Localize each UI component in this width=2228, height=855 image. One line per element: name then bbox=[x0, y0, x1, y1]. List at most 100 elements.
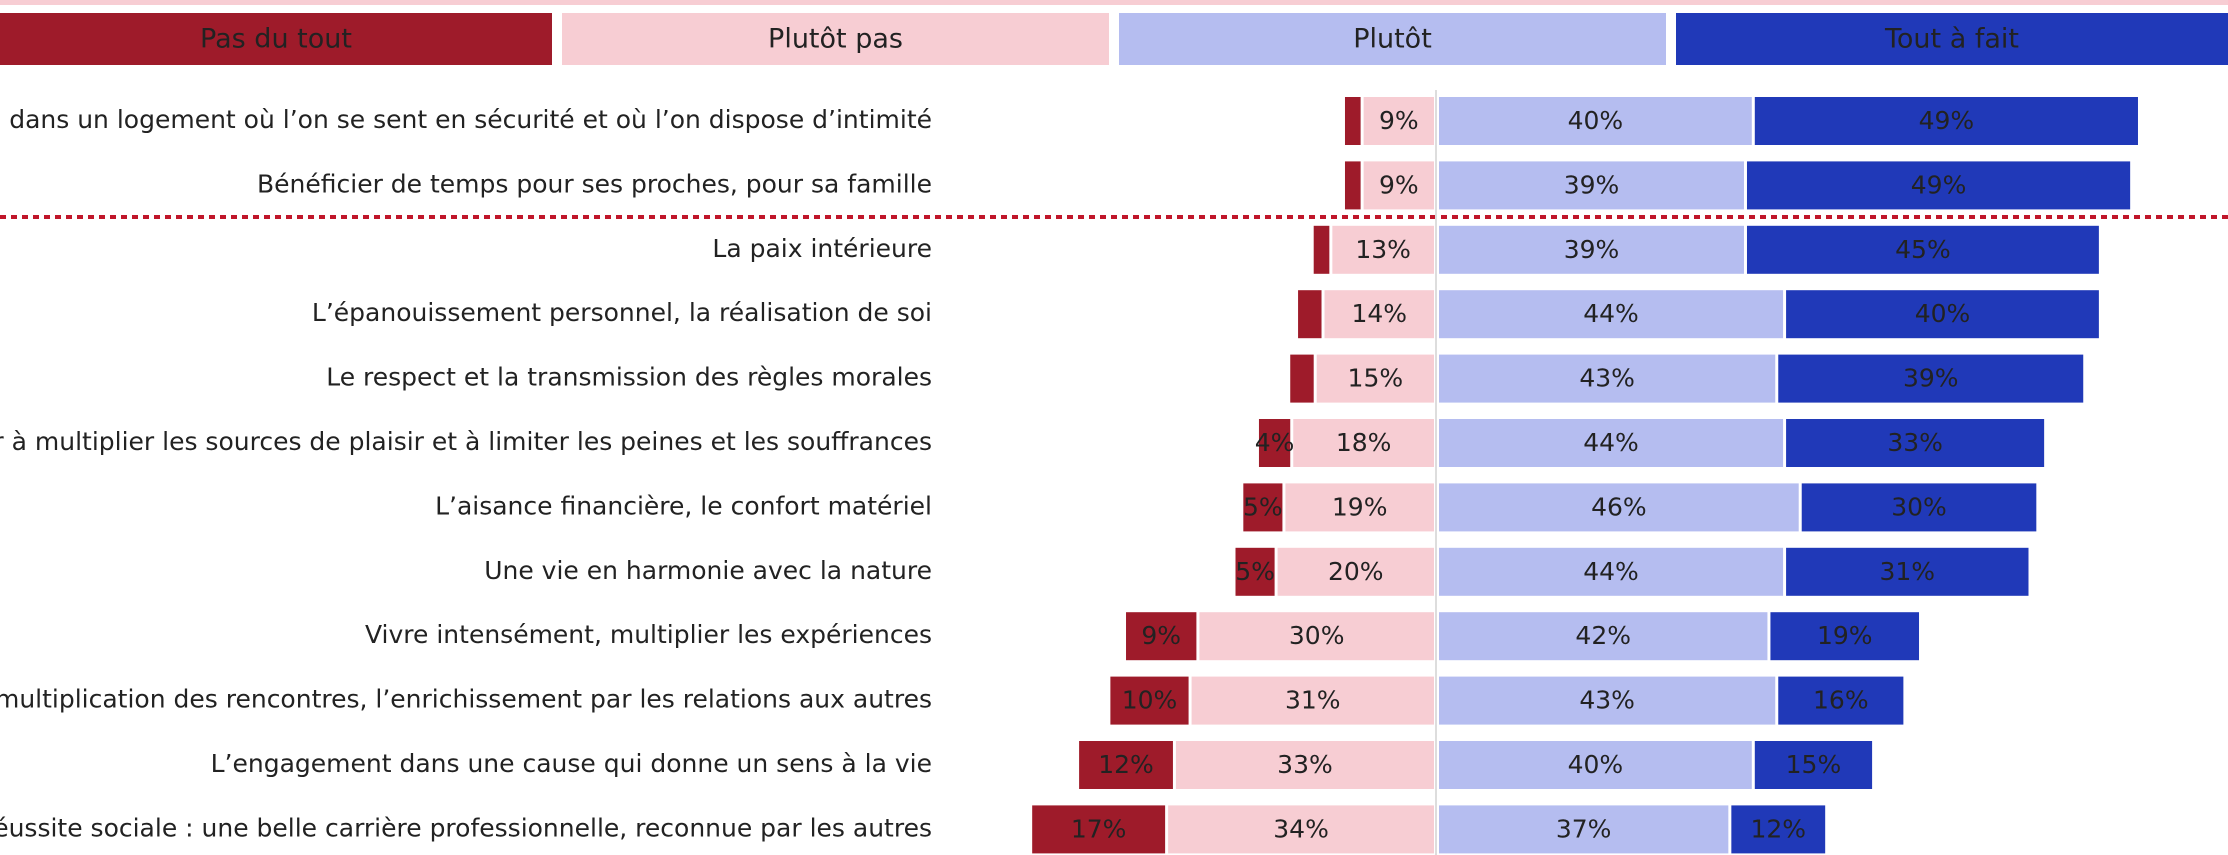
value-label: 19% bbox=[1817, 621, 1873, 650]
category-label: L’engagement dans une cause qui donne un… bbox=[211, 749, 932, 778]
bar-segment bbox=[1079, 741, 1173, 789]
bar-segment bbox=[1324, 290, 1434, 339]
value-label: 18% bbox=[1336, 428, 1392, 457]
value-label: 5% bbox=[1243, 492, 1283, 521]
category-label: La réussite sociale : une belle carrière… bbox=[0, 813, 932, 842]
bar-segment bbox=[1313, 225, 1330, 274]
bar-segment bbox=[1168, 805, 1434, 854]
value-label: 44% bbox=[1583, 557, 1639, 586]
value-label: 20% bbox=[1328, 557, 1384, 586]
bar-segment bbox=[1285, 483, 1434, 532]
bar-segment bbox=[1439, 354, 1776, 403]
bar-segment bbox=[1754, 97, 2138, 145]
category-label: L’aisance financière, le confort matérie… bbox=[435, 491, 932, 520]
bar-segment bbox=[1778, 676, 1904, 725]
bar-segment bbox=[1439, 483, 1799, 532]
bar-segment bbox=[1032, 805, 1166, 854]
bar-segment bbox=[1439, 161, 1744, 210]
bar-segment bbox=[1363, 161, 1434, 210]
bar-segment bbox=[1344, 97, 1361, 145]
value-label: 30% bbox=[1289, 621, 1345, 650]
value-label: 40% bbox=[1915, 299, 1971, 328]
value-label: 40% bbox=[1568, 106, 1624, 135]
bar-segment bbox=[1439, 97, 1752, 145]
bar-segment bbox=[1126, 612, 1197, 661]
bar-segment bbox=[1786, 547, 2029, 596]
category-label: Une vie en harmonie avec la nature bbox=[484, 556, 932, 585]
legend-label: Plutôt pas bbox=[768, 24, 903, 55]
value-label: 9% bbox=[1379, 170, 1419, 199]
bar-segment bbox=[1439, 612, 1768, 661]
value-label: 39% bbox=[1564, 170, 1620, 199]
legend-label: Tout à fait bbox=[1884, 24, 2019, 55]
category-label: Réussir à multiplier les sources de plai… bbox=[0, 427, 932, 456]
bar-segment bbox=[1298, 290, 1322, 339]
bar-segment bbox=[1439, 225, 1744, 274]
bar-segment bbox=[1439, 805, 1729, 854]
bar-segment bbox=[1746, 161, 2131, 210]
bar-segment bbox=[1110, 676, 1189, 725]
legend-box bbox=[1119, 13, 1666, 65]
category-label: Le respect et la transmission des règles… bbox=[326, 363, 932, 392]
bar-segment bbox=[1332, 225, 1434, 274]
value-label: 12% bbox=[1750, 814, 1806, 843]
value-label: 16% bbox=[1813, 686, 1869, 715]
value-label: 10% bbox=[1122, 686, 1178, 715]
value-label: 13% bbox=[1355, 235, 1411, 264]
value-label: 4% bbox=[1255, 428, 1295, 457]
bar-segment bbox=[1801, 483, 2037, 532]
legend-box bbox=[1676, 13, 2228, 65]
bar-segment bbox=[1293, 419, 1434, 467]
bar-segment bbox=[1316, 354, 1434, 403]
legend-box bbox=[0, 13, 552, 65]
value-label: 5% bbox=[1235, 557, 1275, 586]
value-label: 49% bbox=[1919, 106, 1975, 135]
value-label: 43% bbox=[1579, 686, 1635, 715]
category-label: La paix intérieure bbox=[712, 234, 932, 263]
legend-label: Plutôt bbox=[1353, 24, 1432, 55]
value-label: 42% bbox=[1575, 621, 1631, 650]
bar-segment bbox=[1439, 419, 1784, 467]
value-label: 33% bbox=[1887, 428, 1943, 457]
top-rule bbox=[0, 0, 2228, 5]
bar-segment bbox=[1778, 354, 2084, 403]
bar-segment bbox=[1363, 97, 1434, 145]
value-label: 44% bbox=[1583, 299, 1639, 328]
bar-segment bbox=[1258, 419, 1291, 467]
value-label: 43% bbox=[1579, 364, 1635, 393]
value-label: 40% bbox=[1568, 750, 1624, 779]
value-label: 19% bbox=[1332, 492, 1388, 521]
category-label: L’épanouissement personnel, la réalisati… bbox=[312, 298, 932, 327]
value-label: 45% bbox=[1895, 235, 1951, 264]
value-label: 30% bbox=[1891, 492, 1947, 521]
bar-segment bbox=[1439, 547, 1784, 596]
bar-segment bbox=[1439, 676, 1776, 725]
value-label: 9% bbox=[1141, 621, 1181, 650]
category-label: Vivre intensément, multiplier les expéri… bbox=[365, 620, 932, 649]
bar-segment bbox=[1344, 161, 1361, 210]
value-label: 37% bbox=[1556, 814, 1612, 843]
value-label: 39% bbox=[1564, 235, 1620, 264]
bar-segment bbox=[1175, 741, 1434, 789]
value-label: 12% bbox=[1098, 750, 1154, 779]
bar-segment bbox=[1770, 612, 1920, 661]
value-label: 33% bbox=[1277, 750, 1333, 779]
bar-segment bbox=[1754, 741, 1873, 789]
category-label: Bénéficier de temps pour ses proches, po… bbox=[257, 169, 932, 198]
value-label: 34% bbox=[1273, 814, 1329, 843]
legend-label: Pas du tout bbox=[200, 24, 352, 55]
bar-segment bbox=[1277, 547, 1434, 596]
bar-segment bbox=[1786, 419, 2045, 467]
value-label: 46% bbox=[1591, 492, 1647, 521]
bar-segment bbox=[1731, 805, 1826, 854]
value-label: 15% bbox=[1786, 750, 1842, 779]
bar-segment bbox=[1786, 290, 2099, 339]
value-label: 49% bbox=[1911, 170, 1967, 199]
value-label: 31% bbox=[1880, 557, 1936, 586]
bar-segment bbox=[1235, 547, 1275, 596]
bar-segment bbox=[1746, 225, 2099, 274]
legend-box bbox=[562, 13, 1109, 65]
bar-segment bbox=[1439, 290, 1784, 339]
value-label: 39% bbox=[1903, 364, 1959, 393]
